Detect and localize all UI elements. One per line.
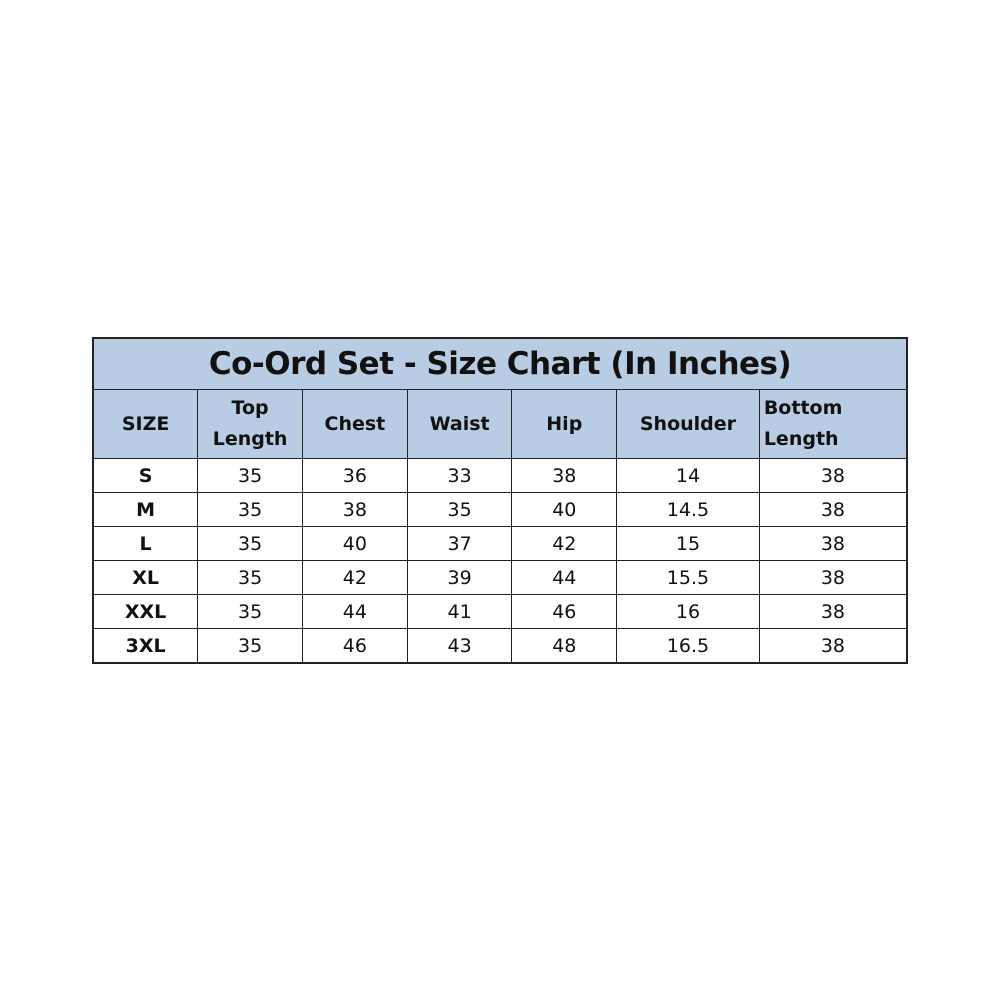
measurement-cell: 15.5	[616, 560, 760, 595]
table-row: L 35 40 37 42 15 38	[92, 526, 908, 561]
size-cell: M	[92, 492, 199, 527]
measurement-cell: 40	[511, 492, 618, 527]
measurement-cell: 39	[406, 560, 513, 595]
column-header: Shoulder	[616, 389, 760, 459]
measurement-cell: 38	[758, 560, 908, 595]
column-header: Chest	[302, 389, 408, 459]
table-row: XXL 35 44 41 46 16 38	[92, 594, 908, 629]
table-row: 3XL 35 46 43 48 16.5 38	[92, 628, 908, 664]
measurement-cell: 46	[511, 594, 618, 629]
measurement-cell: 40	[302, 526, 408, 561]
measurement-cell: 38	[758, 492, 908, 527]
measurement-cell: 35	[197, 526, 303, 561]
table-row: XL 35 42 39 44 15.5 38	[92, 560, 908, 595]
measurement-cell: 35	[197, 594, 303, 629]
measurement-cell: 38	[758, 594, 908, 629]
measurement-cell: 38	[302, 492, 408, 527]
measurement-cell: 15	[616, 526, 760, 561]
measurement-cell: 48	[511, 628, 618, 664]
table-title: Co-Ord Set - Size Chart (In Inches)	[92, 337, 908, 390]
measurement-cell: 43	[406, 628, 513, 664]
size-cell: S	[92, 458, 199, 493]
size-cell: 3XL	[92, 628, 199, 664]
column-header: SIZE	[92, 389, 199, 459]
measurement-cell: 42	[511, 526, 618, 561]
column-header: Top Length	[197, 389, 303, 459]
measurement-cell: 37	[406, 526, 513, 561]
measurement-cell: 36	[302, 458, 408, 493]
measurement-cell: 44	[302, 594, 408, 629]
measurement-cell: 38	[758, 458, 908, 493]
table-row: S 35 36 33 38 14 38	[92, 458, 908, 493]
measurement-cell: 14	[616, 458, 760, 493]
measurement-cell: 35	[197, 628, 303, 664]
size-chart-table: Co-Ord Set - Size Chart (In Inches) SIZE…	[92, 337, 908, 664]
measurement-cell: 41	[406, 594, 513, 629]
size-cell: XXL	[92, 594, 199, 629]
measurement-cell: 44	[511, 560, 618, 595]
table-row: M 35 38 35 40 14.5 38	[92, 492, 908, 527]
size-cell: XL	[92, 560, 199, 595]
column-header: Waist	[406, 389, 513, 459]
measurement-cell: 16.5	[616, 628, 760, 664]
size-cell: L	[92, 526, 199, 561]
column-header: Hip	[511, 389, 618, 459]
measurement-cell: 14.5	[616, 492, 760, 527]
table-body: S 35 36 33 38 14 38 M 35 38 35 40 14.5 38 L 35 40 37 42 15 3…	[92, 458, 908, 664]
column-header: Bottom Length	[758, 389, 908, 459]
measurement-cell: 35	[197, 492, 303, 527]
measurement-cell: 42	[302, 560, 408, 595]
measurement-cell: 33	[406, 458, 513, 493]
measurement-cell: 35	[197, 458, 303, 493]
measurement-cell: 35	[406, 492, 513, 527]
header-row: SIZE Top Length Chest Waist Hip Shoulder Botto…	[92, 389, 908, 459]
measurement-cell: 46	[302, 628, 408, 664]
measurement-cell: 38	[758, 628, 908, 664]
measurement-cell: 38	[758, 526, 908, 561]
measurement-cell: 38	[511, 458, 618, 493]
measurement-cell: 35	[197, 560, 303, 595]
measurement-cell: 16	[616, 594, 760, 629]
